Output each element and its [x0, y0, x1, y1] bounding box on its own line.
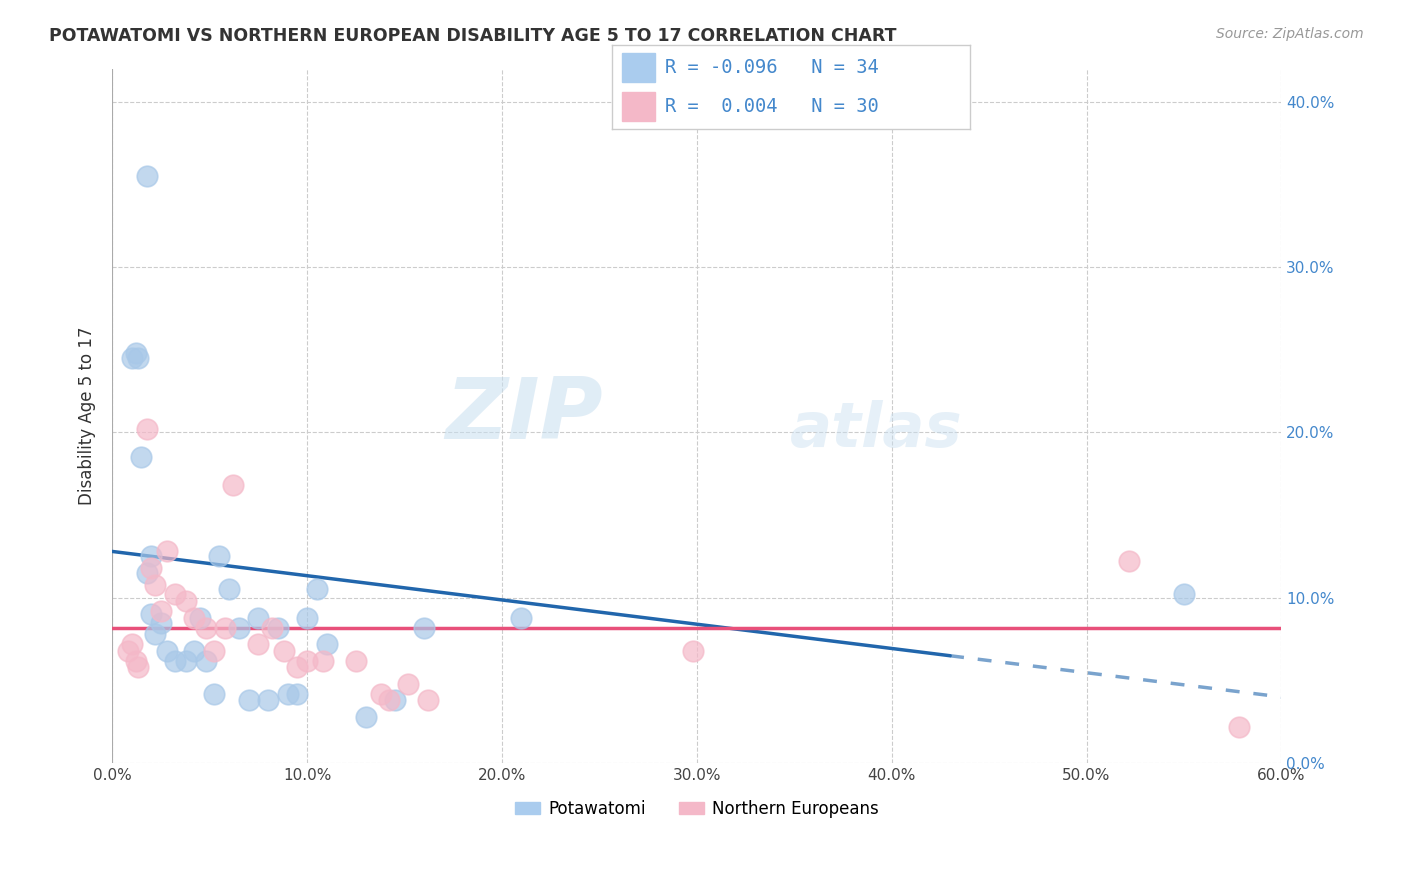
- Point: [143, 627, 166, 641]
- Point: [285, 687, 308, 701]
- Point: [257, 693, 280, 707]
- Point: [267, 620, 290, 634]
- Text: Source: ZipAtlas.com: Source: ZipAtlas.com: [1216, 27, 1364, 41]
- Point: [202, 687, 225, 701]
- Point: [305, 582, 328, 597]
- Point: [156, 544, 179, 558]
- Point: [136, 422, 159, 436]
- Point: [273, 643, 295, 657]
- Point: [354, 710, 377, 724]
- Text: ZIP: ZIP: [446, 375, 603, 458]
- Point: [117, 643, 139, 657]
- Point: [222, 478, 245, 492]
- Point: [413, 620, 436, 634]
- FancyBboxPatch shape: [623, 54, 655, 82]
- Point: [260, 620, 283, 634]
- Point: [121, 351, 143, 365]
- Point: [141, 561, 163, 575]
- Point: [285, 660, 308, 674]
- FancyBboxPatch shape: [623, 92, 655, 120]
- Point: [183, 643, 205, 657]
- Point: [277, 687, 299, 701]
- Point: [315, 637, 337, 651]
- Point: [384, 693, 406, 707]
- Point: [416, 693, 439, 707]
- Point: [163, 587, 186, 601]
- Point: [194, 620, 217, 634]
- Point: [124, 654, 146, 668]
- Point: [141, 607, 163, 622]
- Point: [247, 637, 270, 651]
- Point: [295, 654, 318, 668]
- Point: [141, 549, 163, 564]
- Point: [149, 615, 172, 630]
- Point: [127, 660, 149, 674]
- Point: [214, 620, 236, 634]
- Point: [228, 620, 250, 634]
- Point: [124, 346, 146, 360]
- Text: R =  0.004   N = 30: R = 0.004 N = 30: [665, 97, 879, 116]
- Point: [295, 610, 318, 624]
- Point: [188, 610, 211, 624]
- Point: [378, 693, 401, 707]
- Point: [163, 654, 186, 668]
- Text: R = -0.096   N = 34: R = -0.096 N = 34: [665, 58, 879, 77]
- Point: [127, 351, 149, 365]
- Point: [183, 610, 205, 624]
- Point: [218, 582, 240, 597]
- Point: [247, 610, 270, 624]
- Point: [1173, 587, 1195, 601]
- Point: [174, 594, 197, 608]
- Point: [396, 677, 419, 691]
- Point: [121, 637, 143, 651]
- Point: [194, 654, 217, 668]
- Point: [370, 687, 392, 701]
- Point: [1118, 554, 1140, 568]
- Point: [238, 693, 260, 707]
- Point: [143, 577, 166, 591]
- Point: [510, 610, 533, 624]
- Text: POTAWATOMI VS NORTHERN EUROPEAN DISABILITY AGE 5 TO 17 CORRELATION CHART: POTAWATOMI VS NORTHERN EUROPEAN DISABILI…: [49, 27, 897, 45]
- Text: atlas: atlas: [790, 400, 963, 459]
- Point: [208, 549, 231, 564]
- Point: [312, 654, 335, 668]
- Point: [131, 450, 153, 465]
- Legend: Potawatomi, Northern Europeans: Potawatomi, Northern Europeans: [508, 793, 886, 824]
- Point: [136, 566, 159, 580]
- Point: [156, 643, 179, 657]
- Point: [136, 169, 159, 183]
- Point: [1227, 720, 1250, 734]
- Point: [202, 643, 225, 657]
- Point: [149, 604, 172, 618]
- Point: [682, 643, 704, 657]
- Point: [174, 654, 197, 668]
- Point: [344, 654, 367, 668]
- Y-axis label: Disability Age 5 to 17: Disability Age 5 to 17: [79, 326, 96, 505]
